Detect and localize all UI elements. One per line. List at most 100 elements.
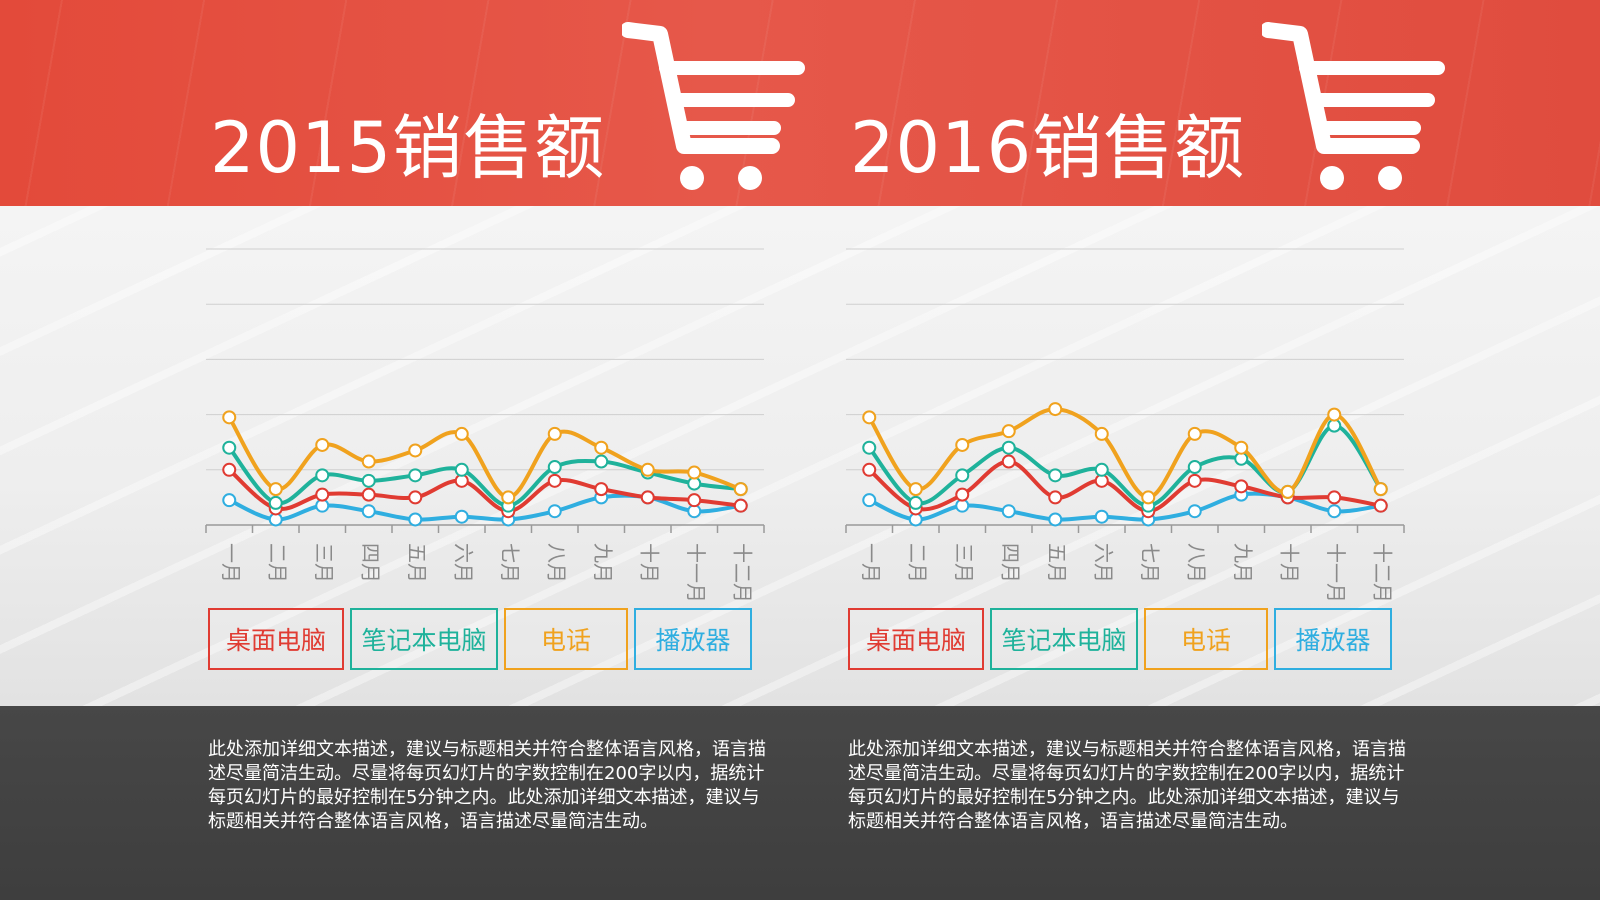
x-tick-label: 十一月 — [1324, 543, 1348, 600]
data-point — [1001, 504, 1016, 519]
data-point — [361, 454, 376, 469]
data-point — [361, 473, 376, 488]
line-chart: 一月 二月 三月 四月 五月 六月 七月 八月 九月 十月 十一月 十二月 — [205, 248, 765, 600]
data-point — [1048, 512, 1063, 527]
data-point — [1373, 482, 1388, 497]
x-tick-label: 二月 — [265, 543, 289, 583]
data-point — [222, 410, 237, 425]
description-text: 此处添加详细文本描述，建议与标题相关并符合整体语言风格，语言描述尽量简洁生动。尽… — [208, 739, 766, 832]
data-point — [408, 443, 423, 458]
data-point — [908, 495, 923, 510]
data-point — [1141, 490, 1156, 505]
data-point — [547, 473, 562, 488]
data-point — [408, 512, 423, 527]
data-point — [594, 482, 609, 497]
x-tick-label: 九月 — [1231, 543, 1255, 583]
data-point — [1187, 426, 1202, 441]
description-text: 此处添加详细文本描述，建议与标题相关并符合整体语言风格，语言描述尽量简洁生动。尽… — [848, 739, 1406, 832]
panel-title: 2015销售额 — [210, 107, 606, 189]
legend-item-laptop: 笔记本电脑 — [350, 608, 498, 670]
data-point — [1001, 454, 1016, 469]
data-point — [687, 465, 702, 480]
data-point — [1187, 460, 1202, 475]
data-point — [1327, 407, 1342, 422]
data-point — [594, 440, 609, 455]
x-tick-label: 二月 — [905, 543, 929, 583]
data-point — [408, 490, 423, 505]
data-point — [454, 462, 469, 477]
data-point — [1234, 440, 1249, 455]
legend-item-player: 播放器 — [634, 608, 752, 670]
data-point — [955, 437, 970, 452]
sales-panel-2016: 2016销售额 一月 二月 三月 四月 五月 六月 七月 八月 九月 十月 十一月 十二月 桌面电脑 … — [640, 0, 1445, 900]
data-point — [862, 493, 877, 508]
data-point — [640, 462, 655, 477]
data-point — [862, 410, 877, 425]
data-point — [1001, 440, 1016, 455]
x-tick-label: 一月 — [859, 543, 883, 583]
legend-item-phone: 电话 — [504, 608, 628, 670]
data-point — [640, 490, 655, 505]
data-point — [315, 437, 330, 452]
x-tick-label: 十月 — [637, 543, 661, 583]
data-point — [955, 468, 970, 483]
x-tick-label: 八月 — [544, 543, 568, 583]
legend-item-desktop: 桌面电脑 — [848, 608, 984, 670]
data-point — [1048, 468, 1063, 483]
x-tick-label: 七月 — [498, 543, 522, 583]
data-point — [1001, 424, 1016, 439]
data-point — [222, 493, 237, 508]
data-point — [1373, 498, 1388, 513]
x-tick-label: 六月 — [1091, 543, 1115, 583]
x-tick-label: 四月 — [358, 543, 382, 583]
x-tick-label: 五月 — [1045, 543, 1069, 583]
data-point — [862, 462, 877, 477]
data-point — [547, 504, 562, 519]
data-point — [408, 468, 423, 483]
sales-panel-2015: 2015销售额 一月 二月 三月 四月 五月 六月 七月 八月 九月 十月 十一月 十二月 桌面电脑 … — [205, 22, 805, 832]
x-tick-label: 六月 — [451, 543, 475, 583]
x-tick-label: 五月 — [405, 543, 429, 583]
data-point — [862, 440, 877, 455]
legend-item-laptop: 笔记本电脑 — [990, 608, 1138, 670]
data-point — [222, 462, 237, 477]
data-point — [1234, 479, 1249, 494]
data-point — [1280, 484, 1295, 499]
shopping-cart-icon — [1262, 22, 1445, 190]
legend-item-desktop: 桌面电脑 — [208, 608, 344, 670]
x-tick-label: 一月 — [219, 543, 243, 583]
data-point — [1048, 490, 1063, 505]
x-tick-label: 三月 — [952, 543, 976, 583]
data-point — [361, 487, 376, 502]
data-point — [268, 482, 283, 497]
data-point — [315, 487, 330, 502]
x-tick-label: 十一月 — [684, 543, 708, 600]
legend-item-phone: 电话 — [1144, 608, 1268, 670]
data-point — [1048, 402, 1063, 417]
data-point — [733, 498, 748, 513]
line-chart: 一月 二月 三月 四月 五月 六月 七月 八月 九月 十月 十一月 十二月 — [845, 248, 1405, 600]
legend-item-player: 播放器 — [1274, 608, 1392, 670]
x-tick-label: 三月 — [312, 543, 336, 583]
data-point — [361, 504, 376, 519]
x-tick-label: 十月 — [1277, 543, 1301, 583]
x-tick-label: 四月 — [998, 543, 1022, 583]
data-point — [222, 440, 237, 455]
data-point — [594, 454, 609, 469]
data-point — [268, 495, 283, 510]
data-point — [1187, 473, 1202, 488]
data-point — [454, 426, 469, 441]
shopping-cart-icon — [622, 22, 805, 190]
data-point — [733, 482, 748, 497]
data-point — [1327, 490, 1342, 505]
series-line — [867, 407, 1383, 500]
x-tick-label: 七月 — [1138, 543, 1162, 583]
description-band — [0, 706, 1600, 900]
data-point — [687, 493, 702, 508]
x-tick-label: 十二月 — [730, 543, 754, 600]
data-point — [1094, 426, 1109, 441]
data-point — [315, 468, 330, 483]
data-point — [1327, 504, 1342, 519]
data-point — [547, 426, 562, 441]
panel-title: 2016销售额 — [850, 107, 1246, 189]
